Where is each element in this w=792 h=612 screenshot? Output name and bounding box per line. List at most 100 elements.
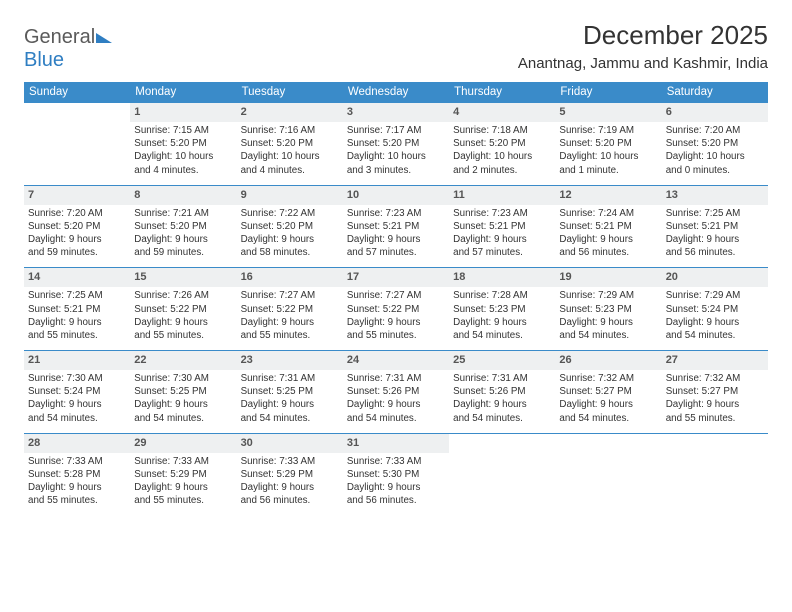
calendar-cell: 17Sunrise: 7:27 AMSunset: 5:22 PMDayligh… xyxy=(343,268,449,351)
cell-line: Sunset: 5:29 PM xyxy=(134,468,232,481)
cell-line: and 55 minutes. xyxy=(134,494,232,507)
cell-line: and 4 minutes. xyxy=(241,164,339,177)
cell-line: Sunset: 5:21 PM xyxy=(453,220,551,233)
cell-line: Daylight: 9 hours xyxy=(559,316,657,329)
cell-line: Daylight: 9 hours xyxy=(347,233,445,246)
cell-line: and 54 minutes. xyxy=(559,329,657,342)
cell-line: Sunrise: 7:31 AM xyxy=(453,372,551,385)
cell-line: Sunset: 5:20 PM xyxy=(666,137,764,150)
calendar-cell: 15Sunrise: 7:26 AMSunset: 5:22 PMDayligh… xyxy=(130,268,236,351)
cell-line: Sunset: 5:21 PM xyxy=(559,220,657,233)
calendar-cell: 28Sunrise: 7:33 AMSunset: 5:28 PMDayligh… xyxy=(24,433,130,515)
day-number: 5 xyxy=(555,103,661,122)
cell-line: Sunrise: 7:15 AM xyxy=(134,124,232,137)
cell-line: and 55 minutes. xyxy=(134,329,232,342)
calendar-week-row: 7Sunrise: 7:20 AMSunset: 5:20 PMDaylight… xyxy=(24,185,768,268)
cell-line: Sunrise: 7:23 AM xyxy=(347,207,445,220)
cell-line: Sunrise: 7:26 AM xyxy=(134,289,232,302)
cell-line: Daylight: 9 hours xyxy=(559,398,657,411)
calendar-cell: 2 Sunrise: 7:16 AMSunset: 5:20 PMDaylight… xyxy=(237,103,343,186)
cell-line: Sunset: 5:22 PM xyxy=(134,303,232,316)
cell-line: Sunrise: 7:22 AM xyxy=(241,207,339,220)
cell-line: Daylight: 9 hours xyxy=(347,481,445,494)
calendar-cell: 16Sunrise: 7:27 AMSunset: 5:22 PMDayligh… xyxy=(237,268,343,351)
cell-line: Daylight: 9 hours xyxy=(666,316,764,329)
cell-line: Sunset: 5:30 PM xyxy=(347,468,445,481)
cell-line: Daylight: 9 hours xyxy=(559,233,657,246)
day-number: 25 xyxy=(449,351,555,370)
cell-line: Sunset: 5:20 PM xyxy=(134,220,232,233)
cell-line: Sunset: 5:25 PM xyxy=(134,385,232,398)
cell-line: Sunrise: 7:30 AM xyxy=(28,372,126,385)
cell-line: Sunrise: 7:27 AM xyxy=(241,289,339,302)
cell-line: and 56 minutes. xyxy=(666,246,764,259)
day-number: 30 xyxy=(237,434,343,453)
day-number: 8 xyxy=(130,186,236,205)
cell-line: Sunrise: 7:27 AM xyxy=(347,289,445,302)
cell-line: and 2 minutes. xyxy=(453,164,551,177)
cell-line: and 59 minutes. xyxy=(134,246,232,259)
cell-line: Daylight: 9 hours xyxy=(666,398,764,411)
cell-line: and 55 minutes. xyxy=(241,329,339,342)
cell-line: Daylight: 9 hours xyxy=(28,233,126,246)
logo-word1: General xyxy=(24,26,95,48)
calendar-week-row: 14Sunrise: 7:25 AMSunset: 5:21 PMDayligh… xyxy=(24,268,768,351)
cell-line: Sunrise: 7:32 AM xyxy=(559,372,657,385)
day-header: Saturday xyxy=(662,82,768,103)
cell-line: Sunset: 5:27 PM xyxy=(666,385,764,398)
cell-line: Sunset: 5:27 PM xyxy=(559,385,657,398)
cell-line: Sunrise: 7:33 AM xyxy=(241,455,339,468)
calendar-table: SundayMondayTuesdayWednesdayThursdayFrid… xyxy=(24,82,768,516)
calendar-cell: 11Sunrise: 7:23 AMSunset: 5:21 PMDayligh… xyxy=(449,185,555,268)
cell-line: Daylight: 10 hours xyxy=(241,150,339,163)
calendar-cell: 26Sunrise: 7:32 AMSunset: 5:27 PMDayligh… xyxy=(555,351,661,434)
cell-line: Daylight: 9 hours xyxy=(453,316,551,329)
cell-line: Sunset: 5:25 PM xyxy=(241,385,339,398)
day-number: 1 xyxy=(130,103,236,122)
day-header: Friday xyxy=(555,82,661,103)
calendar-week-row: 1Sunrise: 7:15 AMSunset: 5:20 PMDaylight… xyxy=(24,103,768,186)
cell-line: Sunset: 5:29 PM xyxy=(241,468,339,481)
cell-line: Daylight: 10 hours xyxy=(347,150,445,163)
cell-line: Sunrise: 7:30 AM xyxy=(134,372,232,385)
calendar-cell: 5Sunrise: 7:19 AMSunset: 5:20 PMDaylight… xyxy=(555,103,661,186)
calendar-cell: 13Sunrise: 7:25 AMSunset: 5:21 PMDayligh… xyxy=(662,185,768,268)
cell-line: Sunset: 5:24 PM xyxy=(28,385,126,398)
cell-line: Sunrise: 7:20 AM xyxy=(666,124,764,137)
cell-line: Sunset: 5:23 PM xyxy=(453,303,551,316)
day-header: Wednesday xyxy=(343,82,449,103)
calendar-week-row: 21Sunrise: 7:30 AMSunset: 5:24 PMDayligh… xyxy=(24,351,768,434)
cell-line: and 3 minutes. xyxy=(347,164,445,177)
day-header: Thursday xyxy=(449,82,555,103)
day-number: 17 xyxy=(343,268,449,287)
day-number: 18 xyxy=(449,268,555,287)
cell-line: Sunset: 5:20 PM xyxy=(28,220,126,233)
day-number: 28 xyxy=(24,434,130,453)
day-number: 23 xyxy=(237,351,343,370)
day-number: 11 xyxy=(449,186,555,205)
cell-line: Sunrise: 7:19 AM xyxy=(559,124,657,137)
day-number: 13 xyxy=(662,186,768,205)
logo-text: General Blue xyxy=(24,26,112,72)
cell-line: Daylight: 9 hours xyxy=(347,398,445,411)
day-number: 2 xyxy=(237,103,343,122)
calendar-cell: 30Sunrise: 7:33 AMSunset: 5:29 PMDayligh… xyxy=(237,433,343,515)
cell-line: Daylight: 9 hours xyxy=(241,398,339,411)
cell-line: Sunset: 5:21 PM xyxy=(666,220,764,233)
calendar-cell: 27Sunrise: 7:32 AMSunset: 5:27 PMDayligh… xyxy=(662,351,768,434)
cell-line: Sunrise: 7:16 AM xyxy=(241,124,339,137)
day-header: Monday xyxy=(130,82,236,103)
cell-line: and 54 minutes. xyxy=(28,412,126,425)
cell-line: and 54 minutes. xyxy=(453,412,551,425)
day-number: 7 xyxy=(24,186,130,205)
cell-line: and 57 minutes. xyxy=(347,246,445,259)
logo: General Blue xyxy=(24,26,112,72)
calendar-cell: 24Sunrise: 7:31 AMSunset: 5:26 PMDayligh… xyxy=(343,351,449,434)
cell-line: and 55 minutes. xyxy=(28,329,126,342)
calendar-cell xyxy=(449,433,555,515)
cell-line: Sunset: 5:21 PM xyxy=(28,303,126,316)
cell-line: Daylight: 9 hours xyxy=(241,233,339,246)
day-number: 21 xyxy=(24,351,130,370)
cell-line: Sunset: 5:20 PM xyxy=(241,137,339,150)
cell-line: Daylight: 10 hours xyxy=(453,150,551,163)
